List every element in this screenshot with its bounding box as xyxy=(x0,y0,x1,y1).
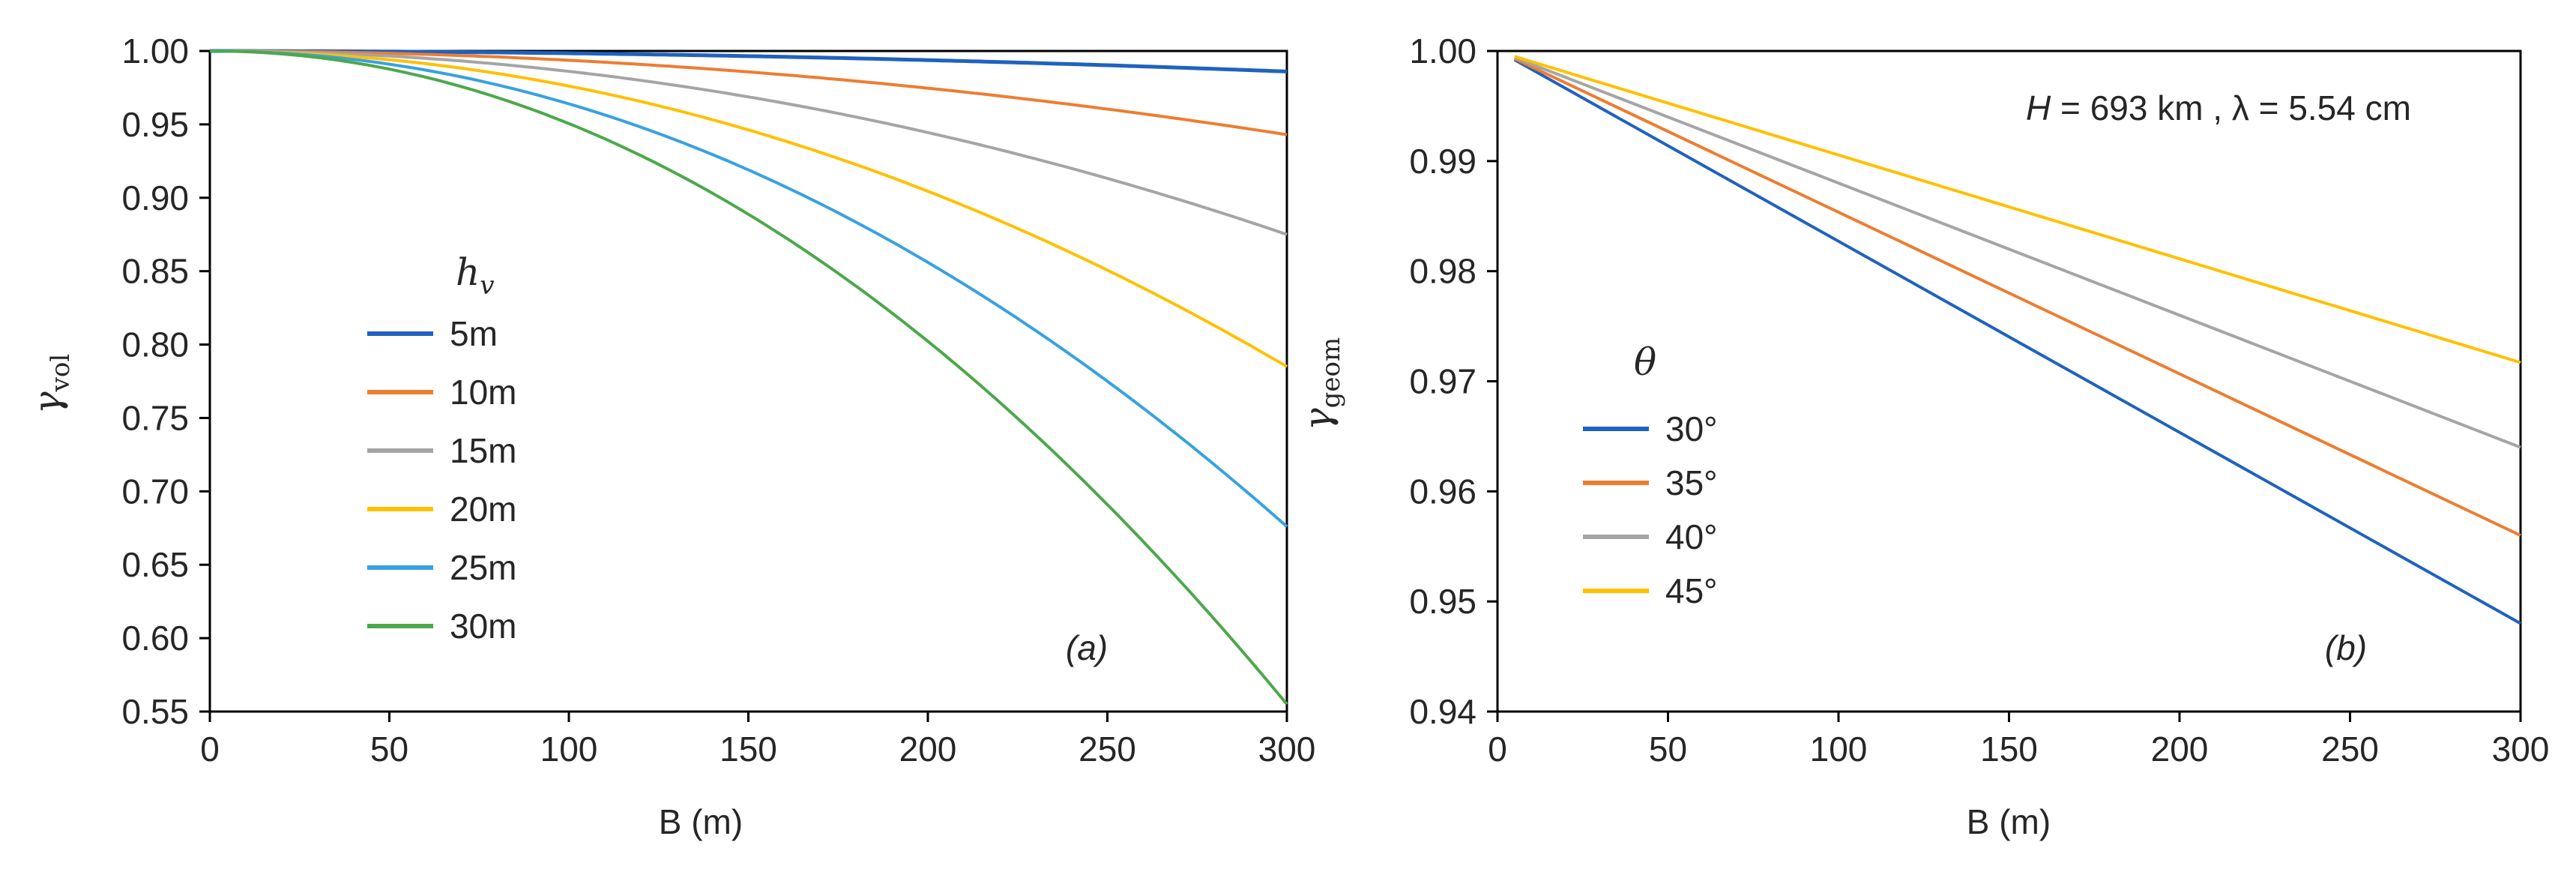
series-line-b-40° xyxy=(1514,55,2521,449)
x-tick-label-a: 300 xyxy=(1258,730,1316,769)
x-tick-label-b: 250 xyxy=(2321,730,2379,769)
legend-label-a-10m: 10m xyxy=(450,373,516,412)
y-tick-label-a: 0.65 xyxy=(121,545,189,584)
x-tick-label-a: 50 xyxy=(370,730,408,769)
annotation-b-italic: H xyxy=(2026,88,2051,127)
series-line-a-30m xyxy=(210,49,1288,706)
x-tick-label-b: 200 xyxy=(2151,730,2209,769)
y-tick-label-a: 0.80 xyxy=(121,325,189,364)
x-tick-label-a: 100 xyxy=(540,730,598,769)
plot-area-a xyxy=(208,49,1288,713)
y-axis-label-b: γgeom xyxy=(1296,337,1346,431)
panel-a: 0 50 100 150 200 250 300 0.55 0.60 0.65 0.70 0.75 0.… xyxy=(25,31,1315,841)
legend-b: 30° 35° 40° 45° xyxy=(1583,409,1718,610)
x-tick-label-a: 250 xyxy=(1079,730,1136,769)
y-tick-label-b: 0.99 xyxy=(1409,142,1476,181)
legend-title-a-symbol: h xyxy=(456,250,480,294)
legend-label-a-30m: 30m xyxy=(450,607,516,646)
legend-a: 5m 10m 15m 20m 25m 30m xyxy=(367,314,516,646)
series-line-b-45° xyxy=(1514,55,2521,364)
y-axis-label-a-sub: vol xyxy=(46,354,76,393)
legend-label-b-35°: 35° xyxy=(1665,463,1718,502)
x-axis-label-b: B (m) xyxy=(1967,802,2051,841)
legend-label-b-45°: 45° xyxy=(1665,571,1718,610)
series-line-a-20m xyxy=(210,49,1288,368)
y-tick-label-a: 0.85 xyxy=(121,252,189,291)
x-tick-label-b: 50 xyxy=(1649,730,1687,769)
x-axis-label-a: B (m) xyxy=(659,802,743,841)
series-line-b-35° xyxy=(1513,57,2521,537)
series-line-a-15m xyxy=(210,49,1288,236)
legend-label-a-25m: 25m xyxy=(450,548,516,587)
y-tick-label-b: 0.98 xyxy=(1409,252,1476,291)
series-lines-a xyxy=(210,49,1288,706)
y-tick-label-b: 0.95 xyxy=(1409,582,1476,621)
series-line-a-5m xyxy=(210,49,1288,73)
y-tick-label-a: 0.70 xyxy=(121,472,189,511)
x-tick-label-a: 0 xyxy=(200,730,220,769)
ticks-b: 0 50 100 150 200 250 300 0.94 0.95 0.96 0.97 0.98 0.… xyxy=(1409,31,2549,769)
ticks-a: 0 50 100 150 200 250 300 0.55 0.60 0.65 0.70 0.75 0.… xyxy=(121,31,1315,769)
y-tick-label-a: 1.00 xyxy=(121,31,189,70)
y-tick-label-b: 1.00 xyxy=(1409,31,1476,70)
y-tick-label-a: 0.95 xyxy=(121,105,189,144)
series-lines-b xyxy=(1513,55,2521,625)
y-tick-label-b: 0.96 xyxy=(1409,472,1476,511)
legend-label-a-15m: 15m xyxy=(450,431,516,470)
y-axis-label-b-sub: geom xyxy=(1316,337,1346,409)
annotation-b-rest: = 693 km , λ = 5.54 cm xyxy=(2051,88,2411,127)
y-axis-label-a-symbol: γ xyxy=(25,391,69,414)
legend-label-a-5m: 5m xyxy=(450,314,498,353)
x-tick-label-b: 300 xyxy=(2492,730,2550,769)
legend-title-a: hv xyxy=(456,250,494,301)
y-tick-label-b: 0.94 xyxy=(1409,692,1476,731)
panel-label-a: (a) xyxy=(1066,628,1108,667)
legend-title-b: θ xyxy=(1634,340,1656,384)
y-tick-label-a: 0.75 xyxy=(121,398,189,437)
series-line-a-10m xyxy=(210,49,1288,136)
y-tick-label-a: 0.90 xyxy=(121,178,189,217)
legend-label-b-40°: 40° xyxy=(1665,517,1718,556)
annotation-b: H = 693 km , λ = 5.54 cm xyxy=(2026,88,2411,127)
panel-b: 0 50 100 150 200 250 300 0.94 0.95 0.96 0.97 0.98 0.… xyxy=(1296,31,2549,841)
x-tick-label-b: 100 xyxy=(1810,730,1868,769)
y-tick-label-a: 0.60 xyxy=(121,619,189,658)
series-line-a-25m xyxy=(210,49,1288,528)
y-axis-label-b-symbol: γ xyxy=(1296,408,1339,430)
y-tick-label-a: 0.55 xyxy=(121,692,189,731)
legend-label-a-20m: 20m xyxy=(450,490,516,529)
x-tick-label-b: 150 xyxy=(1980,730,2038,769)
panel-label-b: (b) xyxy=(2325,628,2367,667)
y-axis-label-a: γvol xyxy=(25,354,76,414)
x-tick-label-a: 200 xyxy=(899,730,957,769)
legend-title-a-sub: v xyxy=(480,271,494,301)
x-tick-label-a: 150 xyxy=(720,730,777,769)
legend-label-b-30°: 30° xyxy=(1665,409,1718,448)
svg-text:γvol: γvol xyxy=(25,354,76,414)
x-tick-label-b: 0 xyxy=(1488,730,1507,769)
series-line-b-30° xyxy=(1513,58,2521,625)
y-tick-label-b: 0.97 xyxy=(1409,362,1476,401)
svg-text:γgeom: γgeom xyxy=(1296,337,1346,431)
